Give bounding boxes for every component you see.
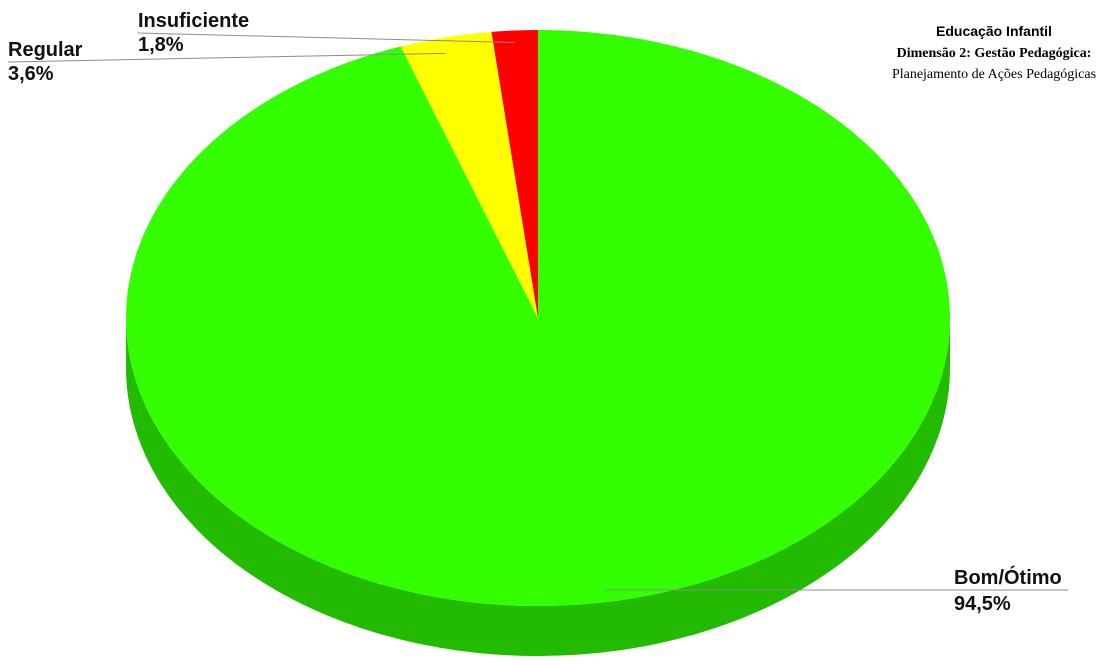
slice-value-insuficiente: 1,8%: [138, 34, 184, 56]
slice-label-regular: Regular: [8, 39, 83, 61]
leader-regular: [7, 52, 446, 63]
label-insuficiente: Insuficiente 1,8%: [138, 10, 249, 56]
leader-insuficiente: [137, 32, 515, 43]
chart-title: Educação Infantil: [936, 23, 1052, 39]
slice-label-insuficiente: Insuficiente: [138, 10, 249, 32]
slice-value-bom-otimo: 94,5%: [954, 593, 1011, 615]
slice-value-regular: 3,6%: [8, 63, 54, 85]
pie-top-face: [125, 29, 950, 606]
label-bom-otimo: Bom/Ótimo 94,5%: [954, 565, 1062, 615]
slice-label-bom-otimo: Bom/Ótimo: [954, 565, 1062, 589]
chart-title-block: Educação Infantil Dimensão 2: Gestão Ped…: [892, 23, 1096, 82]
pie-side-wall: [126, 318, 950, 656]
pie-slice-1: [400, 31, 538, 319]
pie-side-0: [126, 318, 950, 656]
pie-slice-2: [491, 29, 538, 318]
label-regular: Regular 3,6%: [8, 39, 83, 85]
pie-slice-0: [125, 30, 950, 606]
chart-subtitle-line2: Planejamento de Ações Pedagógicas: [892, 67, 1096, 82]
leader-lines: [7, 32, 1068, 591]
chart-subtitle-line1: Dimensão 2: Gestão Pedagógica:: [897, 46, 1092, 61]
